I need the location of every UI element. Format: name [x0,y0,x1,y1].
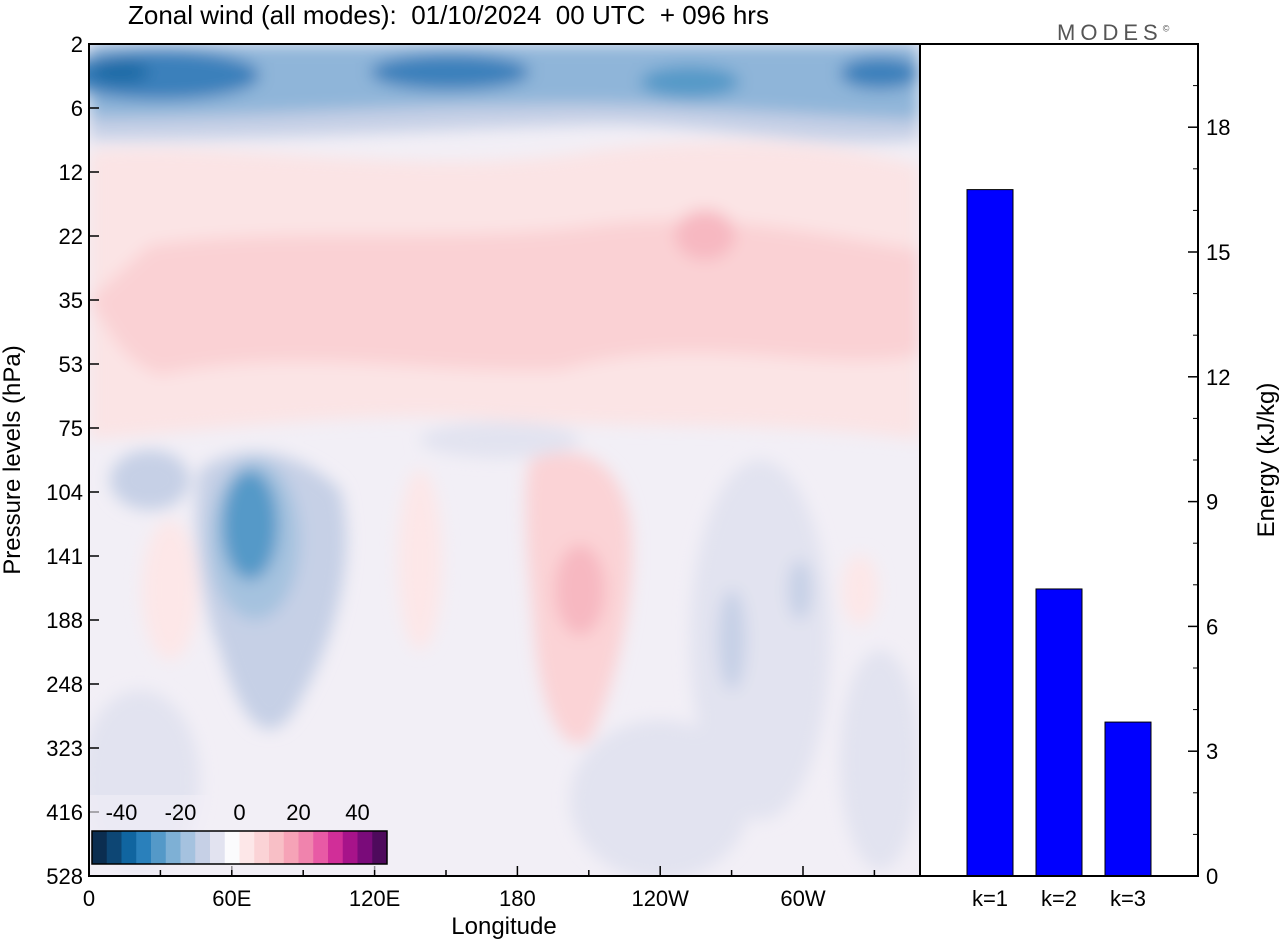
x-axis-label: Longitude [451,913,556,940]
colorbar-swatch [372,831,388,864]
colorbar-swatch [342,831,358,864]
colorbar-swatch [195,831,211,864]
chart-title: Zonal wind (all modes): 01/10/2024 00 UT… [128,0,769,30]
colorbar-swatch [269,831,285,864]
energy-axis: 0 3 6 9 12 15 18 [1188,85,1230,889]
colorbar-swatch [106,831,122,864]
bar [966,189,1014,877]
energy-tick-label: 3 [1206,739,1218,764]
colorbar-swatch [121,831,137,864]
y-axis-label: Pressure levels (hPa) [0,345,26,574]
y-tick-label: 188 [46,608,83,633]
colorbar-swatch [283,831,299,864]
energy-tick-label: 12 [1206,365,1230,390]
colorbar-swatch [180,831,196,864]
colorbar-swatch [328,831,344,864]
y-tick-label: 12 [59,160,83,185]
colorbar-swatch [151,831,167,864]
colorbar-swatch [239,831,255,864]
x-axis: 0 60E 120E 180 120W 60W [83,866,876,911]
x-tick-label: 60E [212,886,251,911]
y-tick-label: 248 [46,672,83,697]
brand-mark: © [1162,23,1170,34]
heatmap-field [89,44,920,876]
colorbar-swatch [165,831,181,864]
colorbar-swatch [92,831,108,864]
bar-category-label: k=1 [972,886,1008,911]
bar [1035,588,1083,877]
y-tick-label: 2 [71,32,83,57]
bar-chart: k=1 k=2 k=3 [966,189,1152,911]
y-tick-label: 75 [59,416,83,441]
colorbar-swatch [313,831,329,864]
colorbar-swatch [254,831,270,864]
y-tick-label: 528 [46,864,83,889]
x-tick-label: 180 [499,886,536,911]
colorbar-tick-label: 40 [345,800,369,825]
colorbar-tick-label: 0 [233,800,245,825]
x-tick-label: 120W [631,886,689,911]
y-tick-label: 416 [46,800,83,825]
colorbar-swatch [224,831,240,864]
y-tick-label: 53 [59,352,83,377]
x-tick-label: 60W [780,886,825,911]
colorbar-swatch [210,831,226,864]
colorbar-swatch [357,831,373,864]
colorbar-tick-label: 20 [286,800,310,825]
colorbar-swatch [136,831,152,864]
energy-tick-label: 15 [1206,240,1230,265]
brand-name: MODES [1057,20,1163,45]
colorbar-tick-label: -20 [165,800,197,825]
y-tick-label: 323 [46,736,83,761]
colorbar-tick-label: -40 [106,800,138,825]
y-axis: 2 6 12 22 35 53 75 104 141 188 248 323 416 528 [46,32,99,889]
energy-tick-label: 9 [1206,490,1218,515]
x-tick-label: 120E [349,886,400,911]
colorbar: -40 -20 0 20 40 [88,795,391,870]
y-tick-label: 6 [71,96,83,121]
energy-tick-label: 0 [1206,864,1218,889]
y-tick-label: 141 [46,544,83,569]
energy-axis-label: Energy (kJ/kg) [1253,383,1280,538]
bar-category-label: k=3 [1110,886,1146,911]
colorbar-frame [91,830,388,865]
y-tick-label: 22 [59,224,83,249]
bar [1104,721,1152,877]
x-tick-label: 0 [83,886,95,911]
bar-panel-frame [919,43,1199,877]
bar-category-label: k=2 [1041,886,1077,911]
energy-tick-label: 18 [1206,115,1230,140]
colorbar-swatch [298,831,314,864]
y-tick-label: 35 [59,288,83,313]
y-tick-label: 104 [46,480,83,505]
brand-logo: MODES© [1057,20,1169,46]
energy-tick-label: 6 [1206,614,1218,639]
